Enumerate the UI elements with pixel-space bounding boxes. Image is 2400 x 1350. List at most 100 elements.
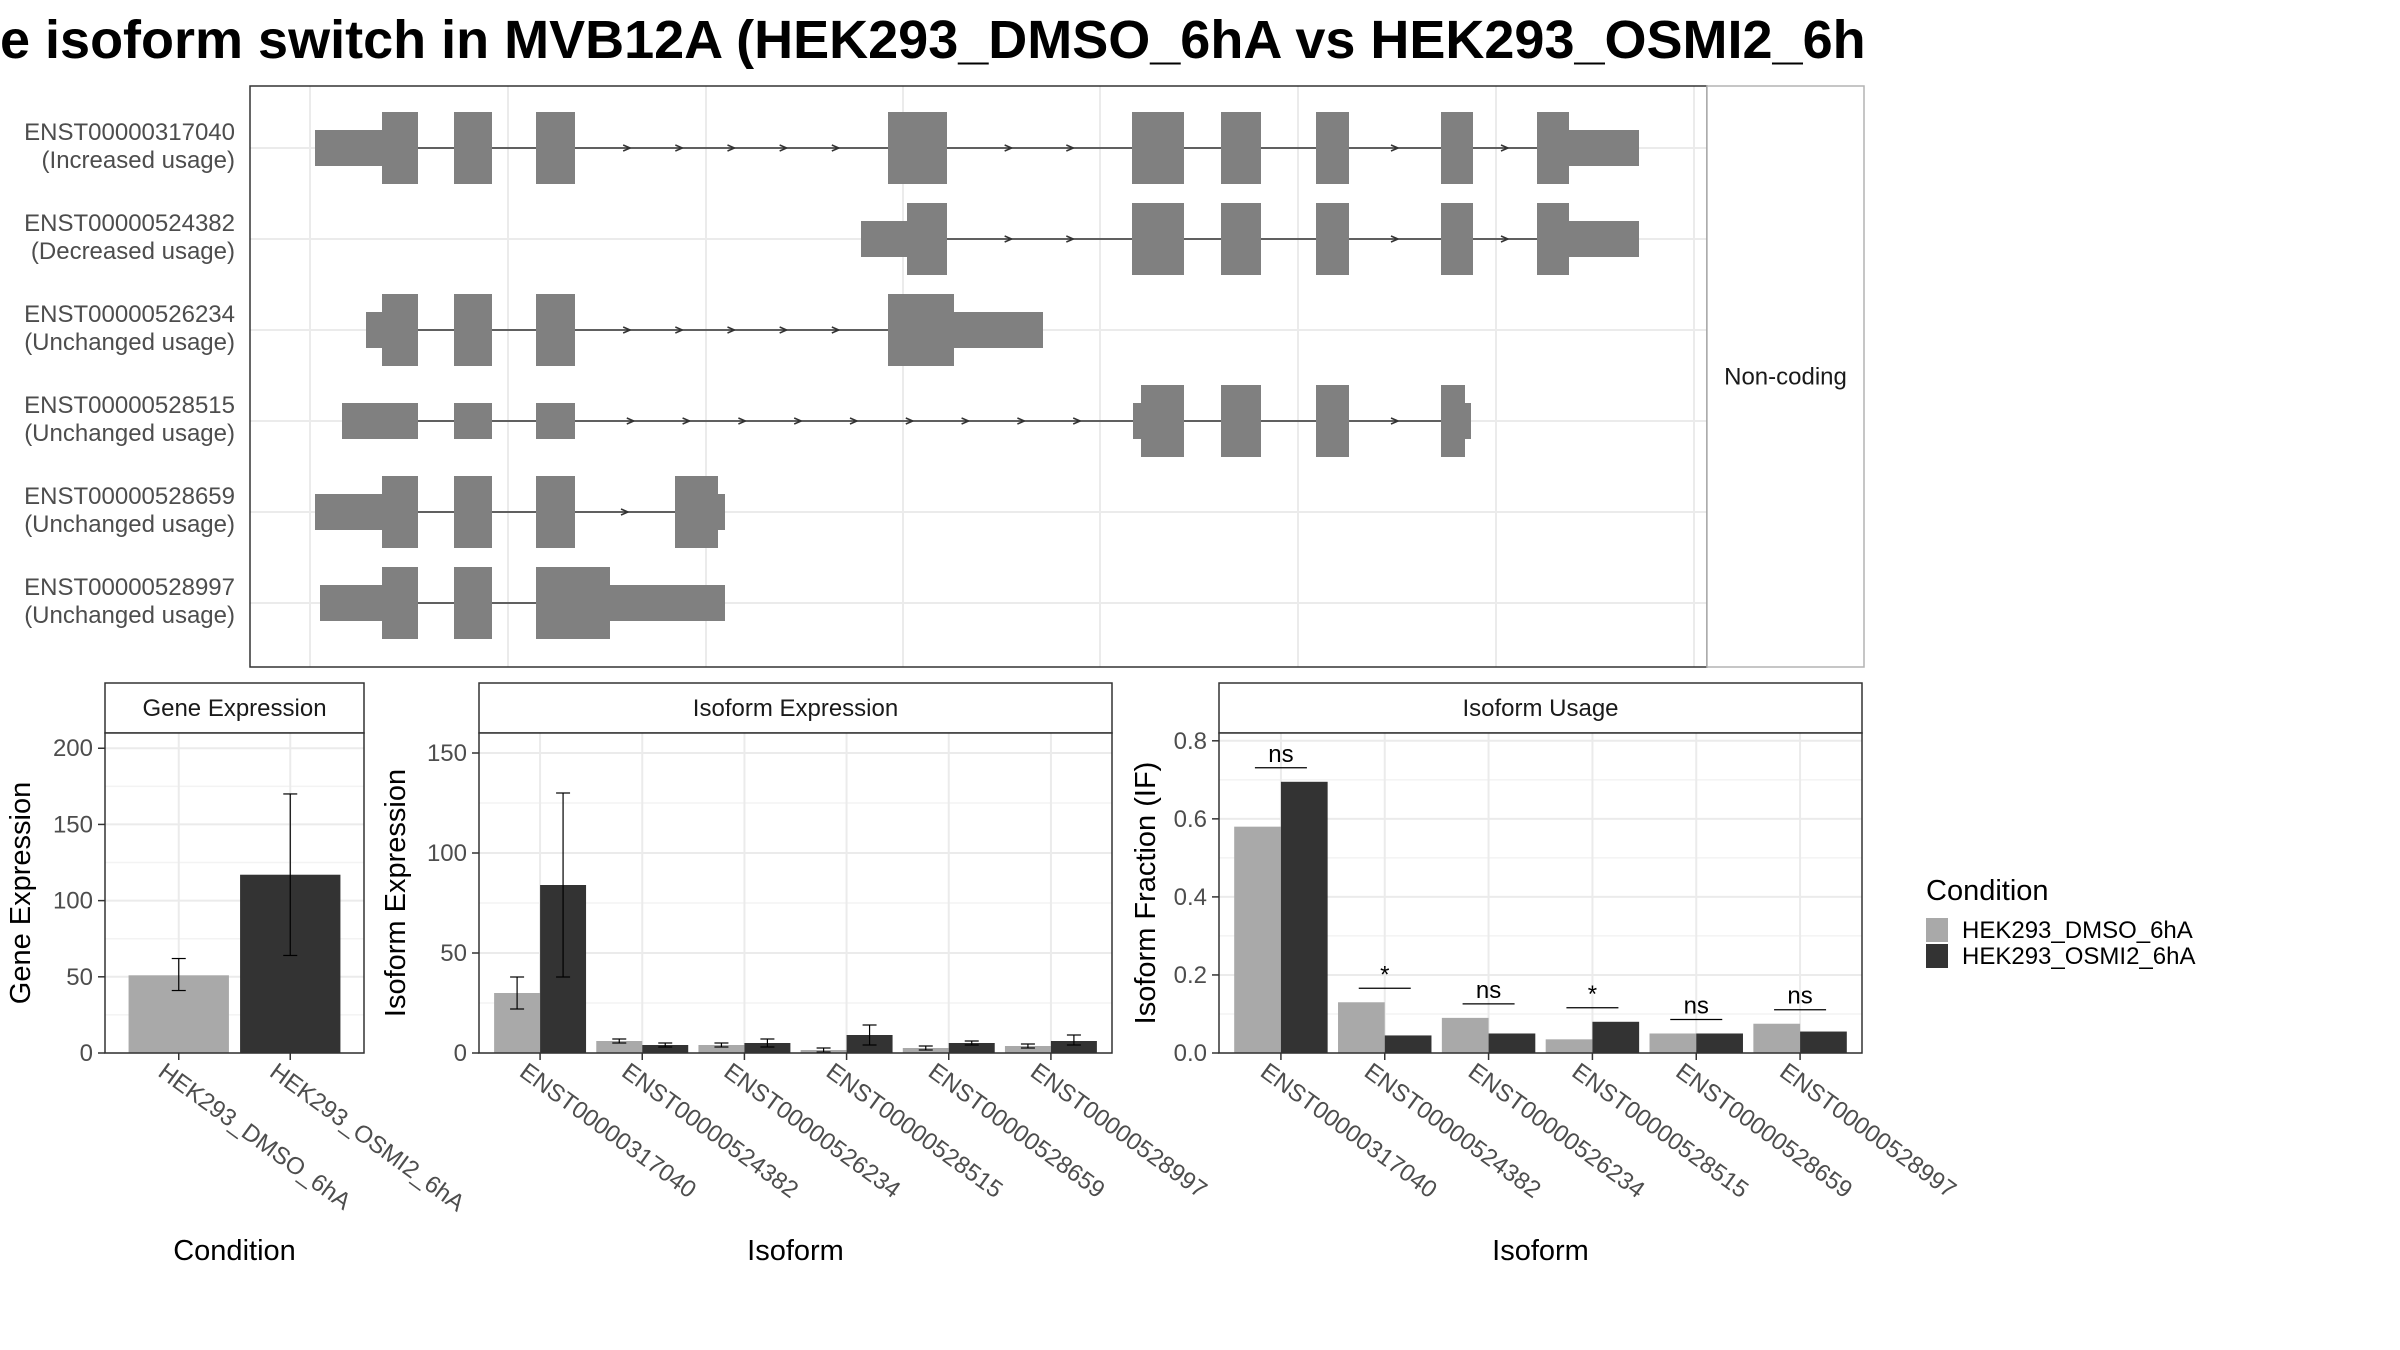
- exon: [454, 403, 492, 439]
- bar: [1004, 1046, 1051, 1053]
- exon: [382, 112, 418, 184]
- error-bar: [918, 1045, 933, 1051]
- exon: [320, 585, 382, 621]
- legend-label: HEK293_OSMI2_6hA: [1962, 943, 2195, 970]
- exon: [861, 221, 907, 257]
- exon: [888, 294, 954, 366]
- legend-swatch: [1926, 918, 1948, 942]
- facet-strip: [478, 682, 1113, 734]
- significance-label: ns: [1476, 977, 1501, 1004]
- error-bar: [964, 1040, 979, 1046]
- facet-strip: [104, 682, 365, 734]
- x-tick-label: ENST00000526234: [1463, 1058, 1649, 1204]
- x-tick-label: ENST00000528515: [821, 1058, 1007, 1204]
- x-tick-label: ENST00000528659: [923, 1058, 1109, 1204]
- transcript-id-label: ENST00000528659: [24, 483, 235, 510]
- exon: [675, 476, 718, 548]
- error-bar: [658, 1042, 673, 1048]
- transcript-usage-label: (Unchanged usage): [24, 329, 235, 356]
- intron-arrow: [727, 144, 737, 152]
- transcript-track: [342, 385, 1471, 457]
- x-tick-label: ENST00000524382: [617, 1058, 803, 1204]
- intron-arrow: [831, 326, 841, 334]
- x-tick-label: HEK293_DMSO_6hA: [153, 1058, 356, 1216]
- bar: [1592, 1021, 1640, 1053]
- exon: [536, 567, 610, 639]
- intron-arrow: [727, 326, 737, 334]
- exon: [1465, 403, 1471, 439]
- bar: [1280, 781, 1328, 1053]
- x-tick-label: HEK293_OSMI2_6hA: [265, 1058, 470, 1217]
- error-bar: [816, 1047, 831, 1053]
- transcript-usage-label: (Unchanged usage): [24, 602, 235, 629]
- exon: [536, 294, 575, 366]
- x-tick-label: ENST00000317040: [1255, 1058, 1441, 1204]
- facet-strip-label: Non-coding: [1724, 364, 1847, 391]
- intron-arrow: [849, 417, 859, 425]
- intron-arrow: [1066, 235, 1076, 243]
- exon: [1221, 203, 1261, 275]
- y-tick-label: 150: [53, 811, 93, 838]
- exon: [454, 567, 492, 639]
- bar: [1488, 1033, 1536, 1053]
- bar: [642, 1045, 689, 1053]
- exon: [1569, 221, 1639, 257]
- exon: [536, 476, 575, 548]
- bar: [1753, 1023, 1801, 1053]
- legend-label: HEK293_DMSO_6hA: [1962, 917, 2193, 944]
- y-tick-label: 0.6: [1174, 806, 1207, 833]
- significance-label: ns: [1684, 992, 1709, 1019]
- intron-arrow: [675, 326, 685, 334]
- figure-title: e isoform switch in MVB12A (HEK293_DMSO_…: [0, 10, 1866, 70]
- transcript-track: [861, 203, 1639, 275]
- exon: [1141, 385, 1184, 457]
- error-bar: [1066, 1034, 1081, 1046]
- transcript-id-label: ENST00000528515: [24, 392, 235, 419]
- intron-arrow: [779, 144, 789, 152]
- exon: [1132, 203, 1184, 275]
- bar: [1441, 1017, 1489, 1053]
- error-bar: [714, 1042, 729, 1048]
- exon: [888, 112, 947, 184]
- significance-label: *: [1588, 981, 1597, 1008]
- bar: [1800, 1031, 1847, 1053]
- error-bar: [1020, 1043, 1035, 1049]
- y-tick-label: 0.4: [1174, 884, 1207, 911]
- exon: [1537, 112, 1569, 184]
- intron-arrow: [675, 144, 685, 152]
- intron-arrow: [626, 417, 636, 425]
- exon: [315, 130, 382, 166]
- y-tick-label: 200: [53, 735, 93, 762]
- y-tick-label: 0.0: [1174, 1040, 1207, 1067]
- bar: [1545, 1039, 1593, 1053]
- y-tick-label: 0.8: [1174, 728, 1207, 755]
- exon: [1441, 203, 1473, 275]
- y-tick-label: 0: [80, 1040, 93, 1067]
- y-axis-title: Isoform Fraction (IF): [1130, 762, 1162, 1025]
- x-axis-title: Condition: [173, 1235, 296, 1267]
- y-axis-title: Isoform Expression: [380, 769, 412, 1017]
- exon: [342, 403, 418, 439]
- x-tick-label: ENST00000317040: [515, 1058, 701, 1204]
- facet-strip-title: Gene Expression: [142, 695, 326, 722]
- transcript-id-label: ENST00000528997: [24, 574, 235, 601]
- bar: [1338, 1002, 1385, 1053]
- exon: [1441, 112, 1473, 184]
- y-tick-label: 0.2: [1174, 962, 1207, 989]
- intron-arrow: [1004, 235, 1014, 243]
- error-bar: [612, 1038, 627, 1044]
- exon: [718, 494, 725, 530]
- exon: [536, 112, 575, 184]
- transcript-track: [320, 567, 725, 639]
- bar: [1384, 1035, 1432, 1053]
- transcript-usage-label: (Unchanged usage): [24, 420, 235, 447]
- transcript-id-label: ENST00000317040: [24, 119, 235, 146]
- transcript-structure-panel: Non-coding ENST00000317040(Increased usag…: [24, 85, 1865, 668]
- x-tick-label: ENST00000528659: [1671, 1058, 1857, 1204]
- transcript-id-label: ENST00000526234: [24, 301, 235, 328]
- intron-arrow: [620, 508, 630, 516]
- intron-arrow: [1017, 417, 1027, 425]
- facet-strip-title: Isoform Expression: [693, 695, 898, 722]
- exon: [454, 112, 492, 184]
